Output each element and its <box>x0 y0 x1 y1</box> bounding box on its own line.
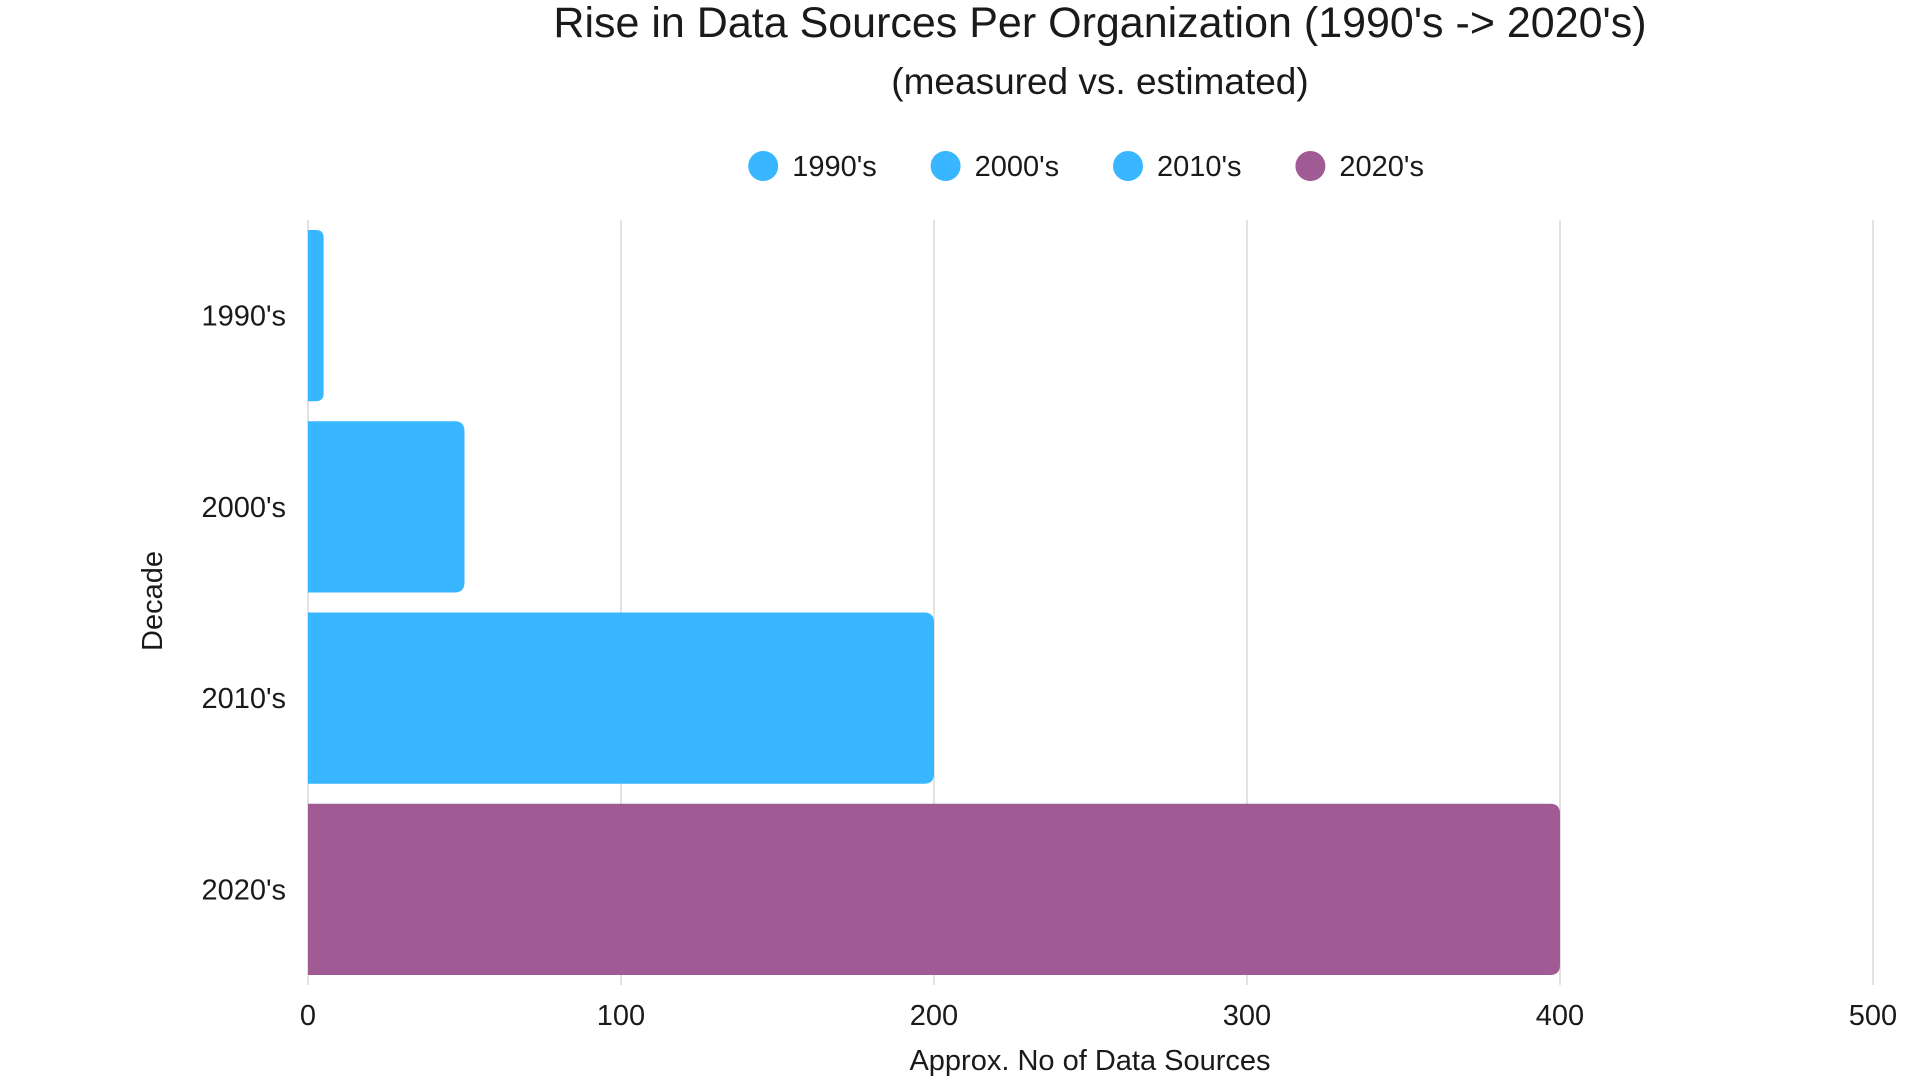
x-tick-label-300: 300 <box>1223 1000 1271 1032</box>
x-axis-title: Approx. No of Data Sources <box>909 1045 1270 1077</box>
chart-title: Rise in Data Sources Per Organization (1… <box>553 0 1647 47</box>
legend-marker-2000's <box>930 151 961 181</box>
legend-marker-2010's <box>1113 151 1143 181</box>
y-category-label-1990's: 1990's <box>201 301 286 333</box>
bar-2010's <box>308 612 934 784</box>
legend: 1990's 2000's 2010's 2020's <box>748 151 1424 183</box>
legend-label-2010's: 2010's <box>1157 151 1242 183</box>
legend-item-2010's: 2010's <box>1113 151 1242 183</box>
legend-item-2000's: 2000's <box>930 151 1060 183</box>
x-axis-ticks: 0 100 200 300 400 500 <box>300 1000 1897 1032</box>
legend-label-2020's: 2020's <box>1339 151 1424 183</box>
y-axis-categories: 1990's 2000's 2010's 2020's <box>201 301 286 907</box>
x-tick-label-200: 200 <box>910 1000 958 1032</box>
bar-1990's <box>308 230 324 402</box>
legend-item-2020's: 2020's <box>1295 151 1424 183</box>
legend-marker-1990's <box>748 151 779 181</box>
legend-label-1990's: 1990's <box>792 151 877 183</box>
legend-label-2000's: 2000's <box>975 151 1060 183</box>
legend-item-1990's: 1990's <box>748 151 877 183</box>
bar-2000's <box>308 421 465 593</box>
bars <box>308 230 1560 975</box>
y-axis-title: Decade <box>137 551 169 651</box>
bar-2020's <box>308 803 1560 975</box>
x-tick-label-100: 100 <box>597 1000 645 1032</box>
y-category-label-2010's: 2010's <box>201 683 286 715</box>
chart-subtitle: (measured vs. estimated) <box>891 61 1309 102</box>
x-tick-label-500: 500 <box>1849 1000 1897 1032</box>
x-tick-label-0: 0 <box>300 1000 316 1032</box>
x-tick-label-400: 400 <box>1536 1000 1584 1032</box>
legend-marker-2020's <box>1295 151 1326 181</box>
y-category-label-2000's: 2000's <box>201 492 286 524</box>
y-category-label-2020's: 2020's <box>201 874 286 906</box>
